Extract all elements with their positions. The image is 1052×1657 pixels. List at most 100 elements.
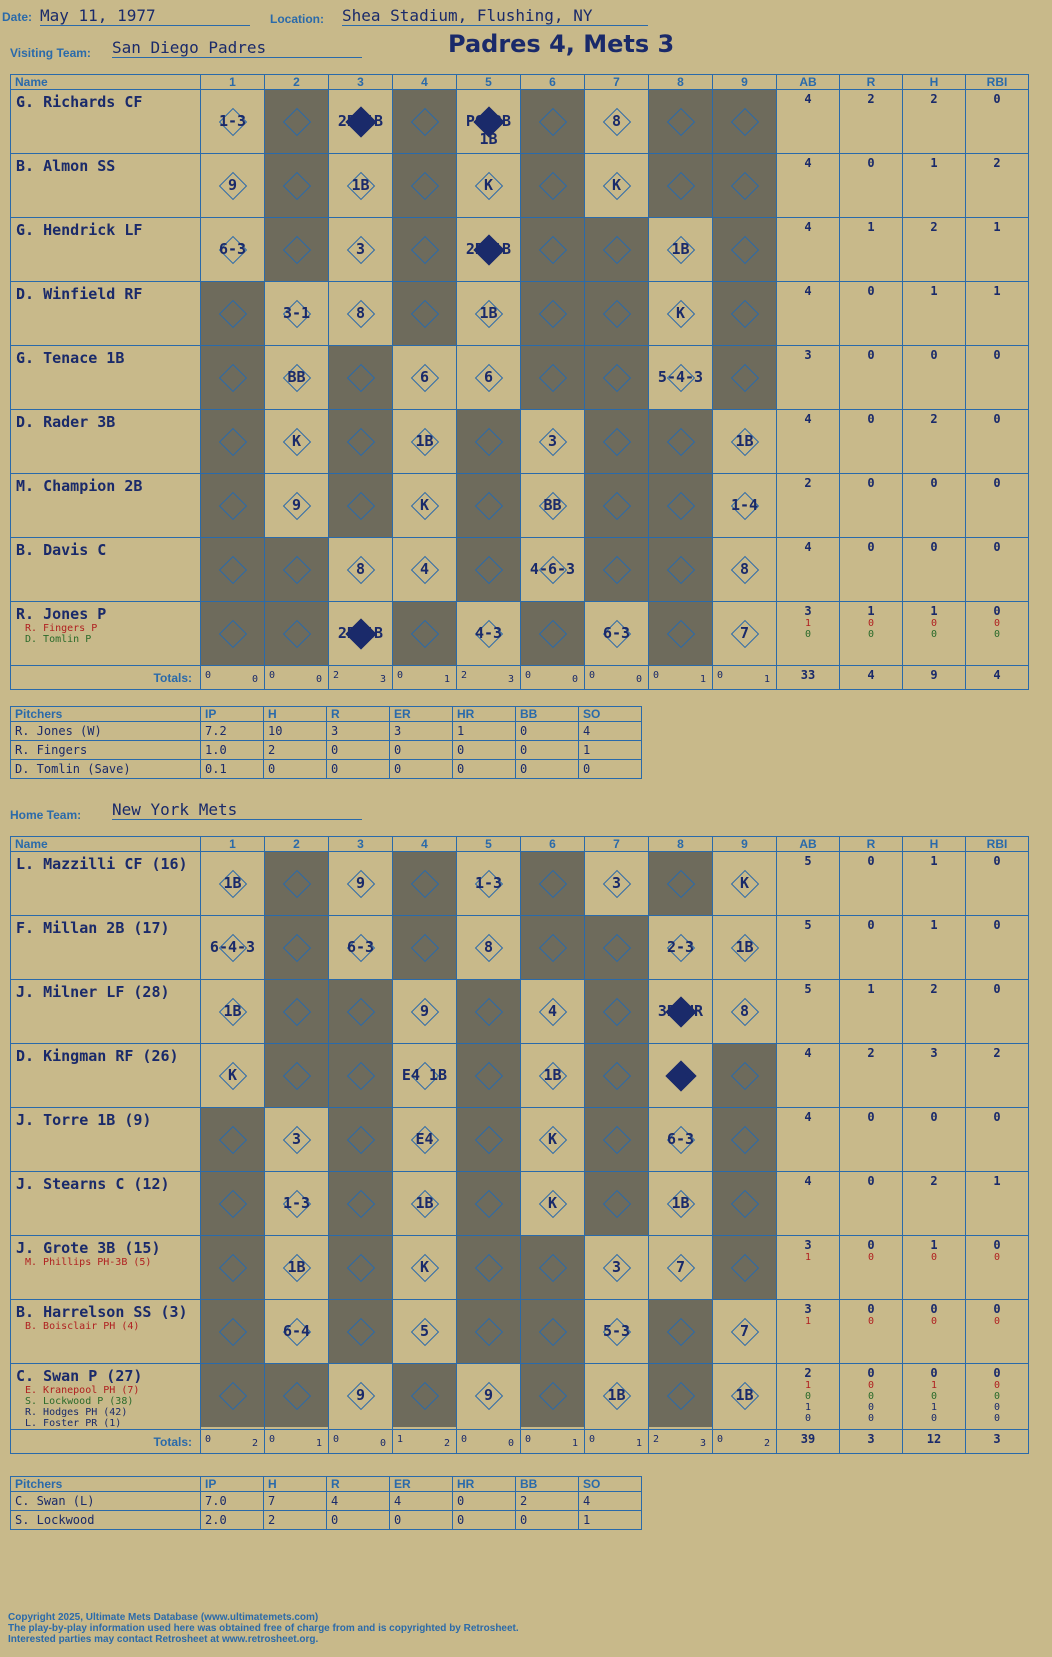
stat-rbi: 0 [965, 851, 1029, 916]
at-bat-box: E4 1B [393, 1044, 456, 1107]
at-bat-cell [264, 979, 329, 1044]
at-bat-box: 1B [329, 154, 392, 217]
inning-runs: 1 [397, 1434, 404, 1445]
sub-stat-value: 0 [930, 1316, 938, 1327]
stat-rbi: 0 [965, 979, 1029, 1044]
at-bat-box: K [649, 282, 712, 345]
inning-hits: 0 [379, 1438, 386, 1449]
inning-runs: 0 [589, 670, 596, 681]
at-bat-cell [520, 89, 585, 154]
pitching-header: Pitchers [10, 1476, 201, 1492]
pitcher-name: S. Lockwood [10, 1510, 201, 1530]
pitcher-stat: 0 [452, 1491, 516, 1511]
at-bat-box [521, 1236, 584, 1299]
stat-value: 0 [993, 540, 1001, 554]
at-bat-box: HR [649, 1044, 712, 1107]
stat-value: 0 [867, 412, 875, 426]
pitcher-stat: 0 [389, 759, 453, 779]
stat-rbi: 0 [965, 537, 1029, 602]
at-bat-box [457, 1236, 520, 1299]
stat-rbi: 0 [965, 409, 1029, 474]
inning-runs: 0 [269, 670, 276, 681]
player-name: J. Torre 1B (9) [16, 1111, 152, 1129]
at-bat-box [393, 218, 456, 281]
base-diamond [410, 1381, 440, 1411]
player-name: J. Milner LF (28) [16, 983, 170, 1001]
at-bat-box [265, 1044, 328, 1107]
base-diamond [602, 363, 632, 393]
at-bat-box [713, 1236, 776, 1299]
home-team-label: Home Team: [10, 808, 82, 822]
sub-stat-value: 0 [804, 1391, 812, 1402]
inning-runs: 2 [653, 1434, 660, 1445]
player-name: L. Mazzilli CF (16) [16, 855, 188, 873]
at-bat-box: 8 [713, 538, 776, 601]
stat-r: 0 [839, 153, 903, 218]
stat-ab: 4 [776, 89, 840, 154]
at-bat-box: 9 [393, 980, 456, 1043]
at-bat-box: 2-3 [649, 916, 712, 979]
at-bat-box: 4 [393, 538, 456, 601]
at-bat-cell [712, 217, 777, 282]
at-bat-box [585, 980, 648, 1043]
stat-value: 0 [867, 1302, 875, 1316]
stat-ab: 3 [776, 345, 840, 410]
player-name: F. Millan 2B (17) [16, 919, 170, 937]
base-diamond [346, 491, 376, 521]
player-name: M. Champion 2B [16, 477, 143, 495]
stat-value: 0 [930, 348, 938, 362]
stat-value: 0 [993, 604, 1001, 618]
footer-contact: Interested parties may contact Retroshee… [8, 1634, 319, 1645]
play-result: 1B [607, 1386, 626, 1404]
at-bat-cell [648, 1363, 713, 1430]
at-bat-box: 6-4 [265, 1300, 328, 1363]
at-bat-box [521, 916, 584, 979]
at-bat-cell: 1-3 [200, 89, 265, 154]
at-bat-cell: 6-3 [648, 1107, 713, 1172]
at-bat-box: 9 [329, 852, 392, 915]
pitching-header: SO [578, 1476, 642, 1492]
sub-stat-value: 1 [804, 1402, 812, 1413]
stat-value: 3 [804, 1238, 812, 1252]
column-header-name: Name [10, 74, 201, 90]
player-name: G. Hendrick LF [16, 221, 143, 239]
stat-value: 0 [930, 1366, 938, 1380]
at-bat-cell [264, 601, 329, 666]
at-bat-box [713, 1044, 776, 1107]
base-diamond [218, 1253, 248, 1283]
at-bat-box [329, 1236, 392, 1299]
player-row: G. Richards CF 1-3 2B 1B PO 2B 1B 8 4 2 2 0 [10, 89, 1029, 154]
substitute-name: R. Fingers P [25, 623, 98, 634]
player-name: D. Winfield RF [16, 285, 143, 303]
base-diamond [410, 235, 440, 265]
at-bat-box [713, 154, 776, 217]
at-bat-cell: 1B [520, 1043, 585, 1108]
at-bat-cell [328, 1235, 393, 1300]
at-bat-box [713, 1172, 776, 1235]
play-result: 2B 1B [465, 240, 512, 258]
at-bat-cell: 1B [392, 1171, 457, 1236]
play-result: 6-3 [602, 624, 631, 642]
footer: Copyright 2025, Ultimate Mets Database (… [8, 1612, 519, 1645]
at-bat-box: 1B [521, 1044, 584, 1107]
base-diamond [410, 171, 440, 201]
sub-stat-value: 0 [993, 629, 1001, 640]
at-bat-cell [456, 1171, 521, 1236]
play-result: 1B [223, 874, 242, 892]
at-bat-cell [200, 1299, 265, 1364]
base-diamond [410, 869, 440, 899]
at-bat-box: K [585, 154, 648, 217]
base-diamond [666, 1381, 696, 1411]
play-result: 1-3 [218, 112, 247, 130]
column-header-inning: 8 [648, 836, 713, 852]
play-result: 3 [611, 874, 622, 892]
at-bat-box [457, 1108, 520, 1171]
at-bat-cell [392, 281, 457, 346]
at-bat-cell: E4 1B [392, 1043, 457, 1108]
at-bat-cell: 1B [392, 409, 457, 474]
stat-rbi: 0 [965, 89, 1029, 154]
at-bat-box [265, 90, 328, 153]
